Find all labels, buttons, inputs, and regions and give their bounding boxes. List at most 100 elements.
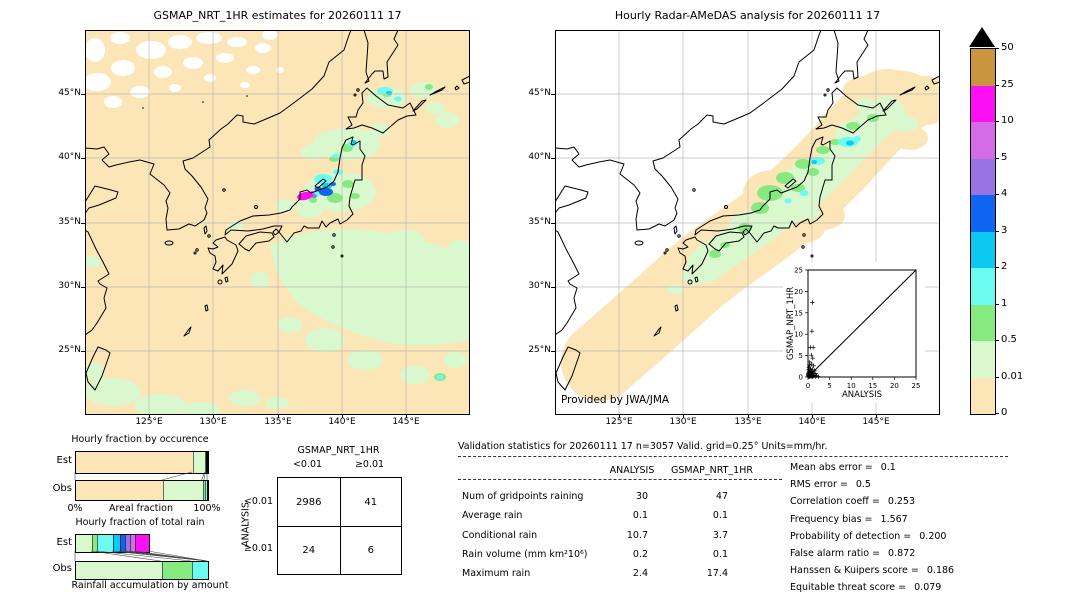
dashed-rule-columns xyxy=(458,479,782,480)
metric-value: 0.872 xyxy=(888,548,916,559)
areal-fraction-0: 0% xyxy=(67,503,83,514)
colorbar-segment xyxy=(971,268,995,305)
svg-text:10: 10 xyxy=(794,331,803,339)
occurrence-obs-bar xyxy=(75,480,209,501)
metric-value: 0.1 xyxy=(880,462,896,473)
svg-text:0: 0 xyxy=(806,382,810,390)
bar-segment-bin-0 xyxy=(76,452,193,473)
validation-gsmap-value: 47 xyxy=(715,491,728,502)
x-tick-label: 145°E xyxy=(862,417,890,427)
occurrence-chart-title: Hourly fraction by occurence xyxy=(71,434,209,445)
no-data-region xyxy=(83,30,284,108)
colorbar-tick-mark xyxy=(995,121,999,122)
bar-segment-bin-0.5 xyxy=(161,562,193,579)
summary-metric-row: Correlation coeff = 0.253 xyxy=(790,496,915,507)
bar-segment-bin-1 xyxy=(204,481,207,500)
bar-segment-bin-0.5 xyxy=(202,481,205,500)
svg-text:GSMAP_NRT_1HR: GSMAP_NRT_1HR xyxy=(786,287,796,360)
metric-value: 0.5 xyxy=(855,479,871,491)
svg-text:20: 20 xyxy=(890,382,899,390)
y-tick-label: 45°N xyxy=(58,88,81,98)
radar-amedas-map xyxy=(554,29,945,416)
colorbar-segment xyxy=(971,49,995,86)
metric-value: 0.186 xyxy=(926,565,955,577)
bar-segment-bin-over xyxy=(206,481,208,500)
bar-segment-bin-1 xyxy=(192,562,208,579)
radar-map-canvas xyxy=(554,29,945,416)
y-tick-label: 40°N xyxy=(528,152,551,162)
validation-gsmap-value: 17.4 xyxy=(706,568,728,579)
colorbar-tick-label: 5 xyxy=(1001,151,1008,163)
svg-text:10: 10 xyxy=(847,382,856,390)
colorbar-segment xyxy=(971,231,995,268)
areal-fraction-label: Areal fraction xyxy=(108,503,173,514)
svg-text:25: 25 xyxy=(794,267,803,275)
bar-segment-bin-0.5 xyxy=(91,535,98,552)
summary-metric-row: False alarm ratio = 0.872 xyxy=(790,548,915,559)
metric-value: 0.079 xyxy=(914,582,942,594)
colorbar-tick-mark xyxy=(995,84,999,86)
bar-segment-bin-0.01 xyxy=(76,562,162,579)
bar-segment-bin-1 xyxy=(97,535,113,552)
y-tick-label: 45°N xyxy=(528,88,551,98)
colorbar-segment xyxy=(971,341,995,378)
x-tick-label: 125°E xyxy=(135,417,163,427)
bar-segment-bin-3 xyxy=(119,535,126,552)
colorbar-tick-label: 0.01 xyxy=(1001,370,1024,382)
metric-label: Frequency bias = xyxy=(790,513,873,525)
x-tick-mark xyxy=(683,415,684,418)
validation-analysis-value: 0.2 xyxy=(632,548,648,560)
colorbar-segment xyxy=(971,377,995,414)
bar-segment-bin-over xyxy=(206,452,208,473)
radar-precip-field xyxy=(561,69,945,401)
summary-metric-row: Mean abs error = 0.1 xyxy=(790,462,896,473)
svg-text:25: 25 xyxy=(912,382,921,390)
totalrain-obs-bar xyxy=(75,561,209,580)
validation-row-label: Num of gridpoints raining xyxy=(462,491,584,502)
colorbar-tick-mark xyxy=(995,303,999,305)
x-tick-mark xyxy=(213,415,214,418)
x-tick-label: 130°E xyxy=(669,417,697,427)
x-tick-label: 135°E xyxy=(734,417,762,427)
occurrence-est-bar xyxy=(75,451,209,474)
validation-analysis-value: 30 xyxy=(635,491,648,502)
colorbar-tick-label: 1 xyxy=(1001,297,1008,309)
validation-gsmap-value: 3.7 xyxy=(712,529,728,541)
colorbar-tick-mark xyxy=(995,376,999,378)
summary-metric-row: Frequency bias = 1.567 xyxy=(790,514,908,525)
y-tick-mark xyxy=(551,351,555,352)
colorbar-tick-mark xyxy=(995,230,999,232)
inset-scatter-plot: 0 5 10 15 20 25 0 5 10 15 20 25 ANALYSIS GSMAP_NRT_1H… xyxy=(783,262,925,403)
metric-value: 0.200 xyxy=(919,530,947,542)
contingency-cell-yy: 6 xyxy=(339,526,401,574)
credit-text: Provided by JWA/JMA xyxy=(561,394,670,406)
bar-segment-bin-4 xyxy=(125,535,131,552)
totalrain-obs-label: Obs xyxy=(52,563,72,574)
y-tick-label: 30°N xyxy=(58,281,81,291)
left-map-title: GSMAP_NRT_1HR estimates for 20260111 17 xyxy=(153,9,402,22)
colorbar-overflow-triangle xyxy=(969,27,995,47)
y-tick-label: 35°N xyxy=(528,217,551,227)
x-tick-mark xyxy=(748,415,749,418)
occurrence-obs-label: Obs xyxy=(52,483,72,494)
colorbar-tick-mark xyxy=(995,267,999,268)
validation-analysis-value: 10.7 xyxy=(626,529,648,541)
x-tick-label: 130°E xyxy=(199,417,227,427)
colorbar-tick-label: 4 xyxy=(1001,188,1008,199)
x-tick-mark xyxy=(149,415,150,418)
colorbar-tick-mark xyxy=(995,194,999,195)
metric-value: 0.253 xyxy=(887,496,916,508)
svg-text:0: 0 xyxy=(799,374,803,382)
validation-row-label: Conditional rain xyxy=(462,529,538,541)
colorbar-tick-label: 10 xyxy=(1001,115,1014,126)
colorbar-tick-label: 0.5 xyxy=(1001,334,1017,345)
y-tick-mark xyxy=(551,223,555,224)
svg-text:5: 5 xyxy=(827,382,831,390)
colorbar-segment xyxy=(971,85,995,122)
bar-segment-bin-0.01 xyxy=(192,452,206,473)
validation-analysis-value: 2.4 xyxy=(632,568,648,579)
contingency-col-label-ge: ≥0.01 xyxy=(354,459,385,470)
colorbar-tick-mark xyxy=(995,413,999,414)
y-tick-label: 40°N xyxy=(58,152,81,162)
colorbar-tick-mark xyxy=(995,48,999,49)
